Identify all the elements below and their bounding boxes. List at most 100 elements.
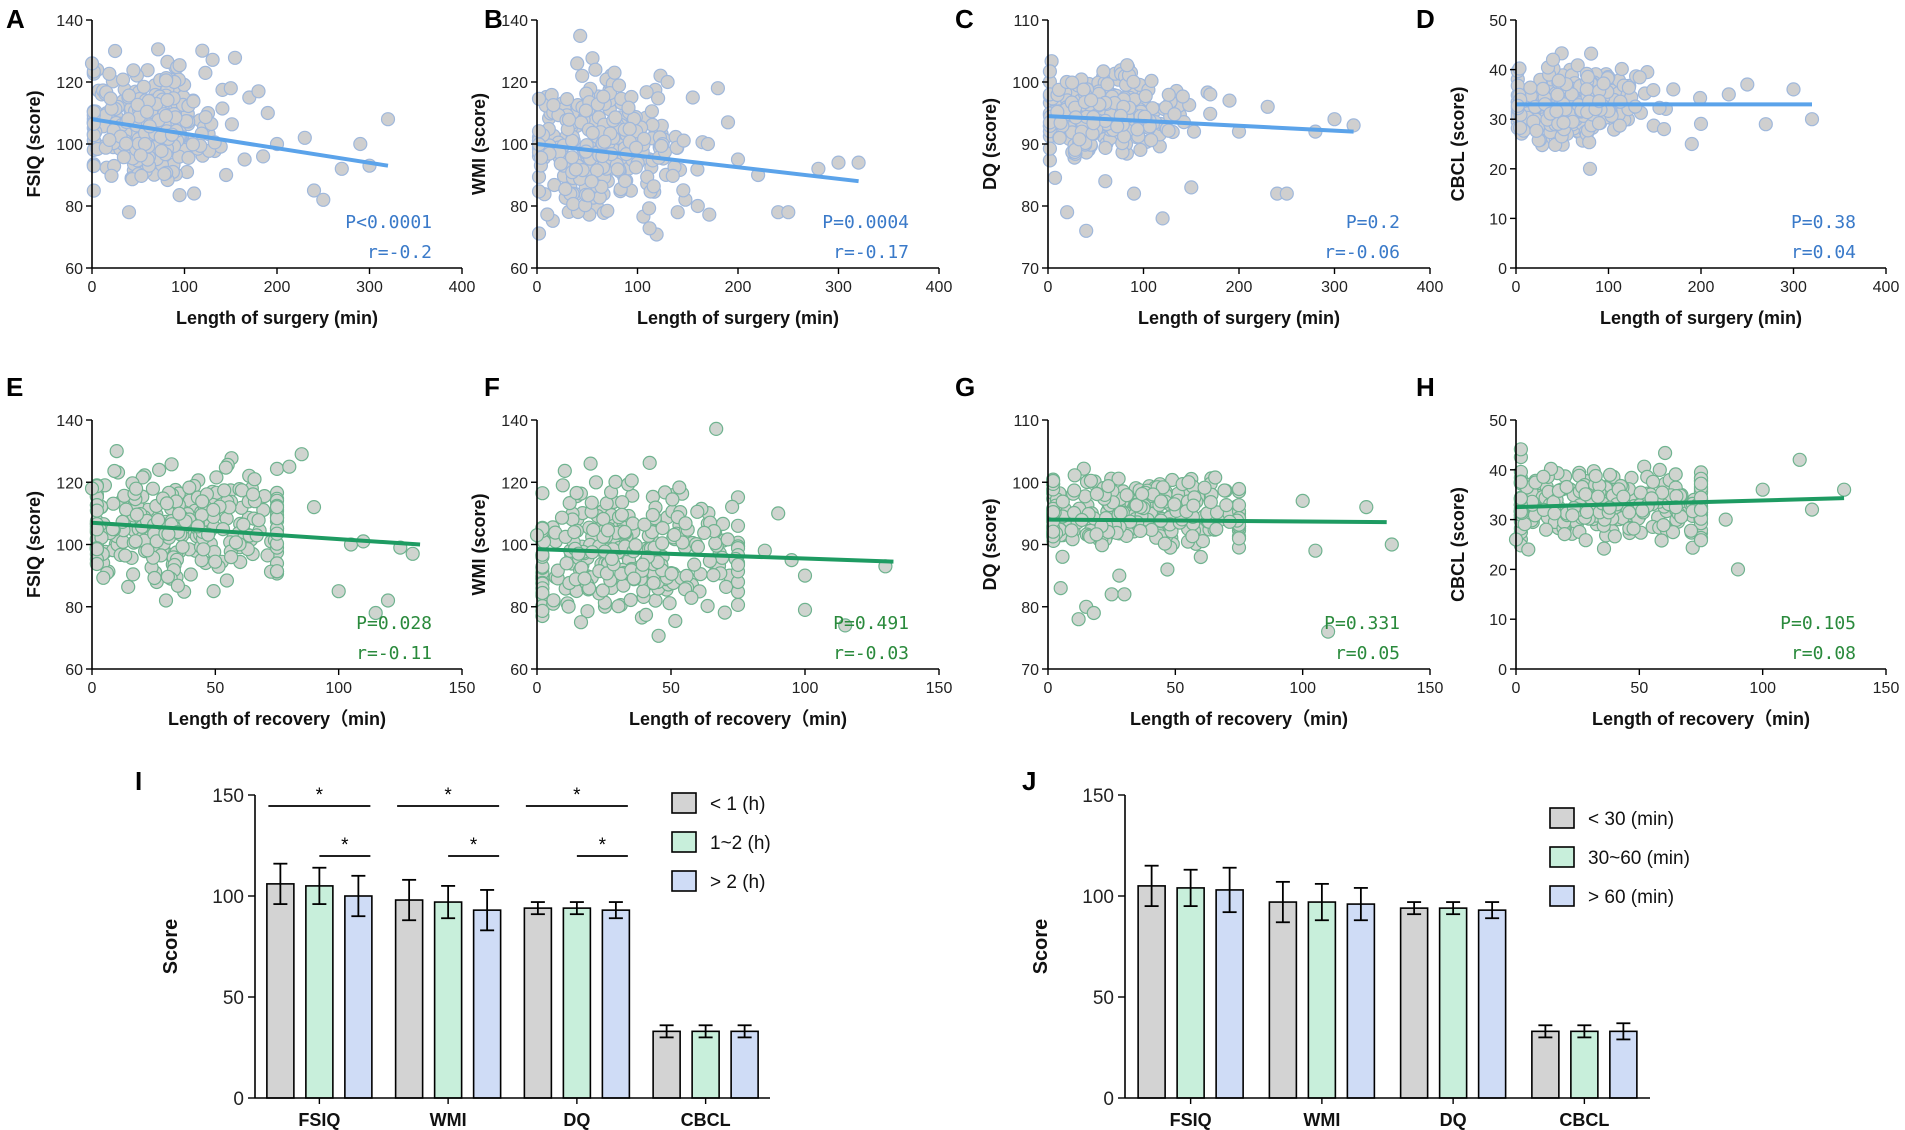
y-tick-label: 60	[510, 662, 528, 679]
panel-letter: A	[6, 4, 25, 34]
x-tick-label: 200	[1688, 279, 1715, 296]
scatter-point	[251, 513, 266, 528]
scatter-point	[206, 583, 221, 599]
legend-label: > 60 (min)	[1588, 887, 1674, 908]
scatter-point	[86, 158, 101, 174]
scatter-point	[269, 564, 285, 579]
y-tick-label: 120	[56, 75, 83, 92]
scatter-point	[129, 481, 144, 496]
scatter-point	[621, 100, 636, 115]
scatter-point	[1089, 486, 1105, 502]
y-tick-label: 100	[1082, 887, 1114, 908]
y-tick-label: 0	[1498, 261, 1507, 278]
scatter-point	[247, 472, 262, 487]
scatter-point	[158, 593, 174, 608]
scatter-point	[306, 183, 322, 198]
scatter-point	[569, 485, 584, 501]
x-axis-title: Length of surgery (min)	[637, 308, 839, 328]
scatter-point	[183, 567, 198, 582]
panel-letter: J	[1022, 766, 1036, 796]
scatter-point	[535, 486, 550, 501]
scatter-point	[600, 203, 615, 218]
scatter-point	[566, 196, 581, 212]
scatter-point	[667, 527, 682, 543]
scatter-point	[559, 556, 574, 571]
scatter-point	[109, 444, 124, 459]
scatter-point	[1346, 118, 1361, 133]
scatter-point	[584, 174, 599, 189]
scatter-point	[608, 110, 623, 125]
scatter-point	[1556, 115, 1571, 130]
x-tick-label: 50	[1166, 680, 1184, 697]
scatter-point	[1570, 58, 1585, 73]
scatter-point	[175, 539, 190, 555]
scatter-point	[227, 50, 243, 65]
scatter-point	[614, 507, 630, 522]
p-value-label: P=0.0004	[822, 212, 909, 233]
scatter-point	[151, 42, 166, 57]
scatter-point	[679, 568, 694, 584]
x-tick-label: 0	[533, 680, 542, 697]
scatter-point	[152, 462, 167, 477]
x-tick-label: 0	[88, 680, 97, 697]
regression-line	[91, 117, 389, 168]
y-tick-label: 60	[65, 261, 83, 278]
bar	[1176, 887, 1205, 1099]
scatter-point	[1535, 81, 1551, 97]
scatter-point	[730, 518, 746, 533]
scatter-point	[1538, 522, 1554, 537]
legend-label: 1~2 (h)	[710, 833, 771, 854]
scatter-point	[1133, 142, 1148, 157]
scatter-point	[1654, 533, 1669, 548]
x-axis-title: Length of surgery (min)	[1600, 308, 1802, 328]
y-tick-label: 120	[56, 475, 83, 492]
p-value-label: P=0.331	[1324, 613, 1400, 634]
legend-label: 30~60 (min)	[1588, 848, 1690, 869]
scatter-point	[104, 168, 119, 183]
scatter-point	[251, 84, 266, 99]
scatter-point	[684, 590, 699, 605]
x-tick-label: 150	[1873, 680, 1900, 697]
scatter-point	[531, 91, 547, 106]
scatter-point	[645, 507, 660, 523]
scatter-point	[1693, 476, 1709, 491]
scatter-point	[720, 115, 736, 130]
scatter-point	[1117, 587, 1132, 602]
r-value-label: r=-0.2	[367, 242, 432, 263]
scatter-point	[628, 538, 643, 553]
legend-swatch	[1549, 807, 1575, 829]
scatter-point	[219, 573, 234, 588]
r-value-label: r=0.04	[1791, 242, 1856, 263]
scatter-point	[645, 117, 660, 133]
scatter-point	[1590, 489, 1606, 504]
scatter-point	[831, 155, 846, 170]
y-axis-title: FSIQ (score)	[24, 90, 44, 197]
scatter-point	[1512, 61, 1527, 76]
scatter-point	[154, 143, 169, 159]
scatter-point	[1143, 133, 1159, 148]
scatter-point	[533, 150, 549, 165]
scatter-point	[147, 570, 162, 586]
scatter-point	[1718, 512, 1733, 527]
scatter-point	[160, 569, 175, 584]
scatter-point	[676, 133, 691, 148]
scatter-point	[573, 28, 588, 44]
scatter-point	[102, 66, 117, 81]
scatter-point	[585, 125, 600, 140]
scatter-point	[1181, 475, 1196, 490]
scatter-point	[676, 183, 691, 198]
y-tick-label: 30	[1489, 112, 1507, 129]
y-tick-label: 40	[1489, 463, 1507, 480]
scatter-point	[164, 457, 179, 472]
scatter-points	[531, 28, 866, 242]
scatter-point	[126, 63, 141, 78]
scatter-point	[690, 504, 705, 519]
scatter-point	[331, 584, 346, 599]
x-axis-title: Length of recovery（min)	[629, 709, 847, 729]
x-tick-label: 400	[926, 279, 953, 296]
scatter-point	[1565, 508, 1580, 523]
scatter-point	[1126, 186, 1142, 201]
y-tick-label: 120	[501, 475, 528, 492]
scatter-point	[797, 568, 813, 583]
scatter-point	[708, 535, 723, 551]
